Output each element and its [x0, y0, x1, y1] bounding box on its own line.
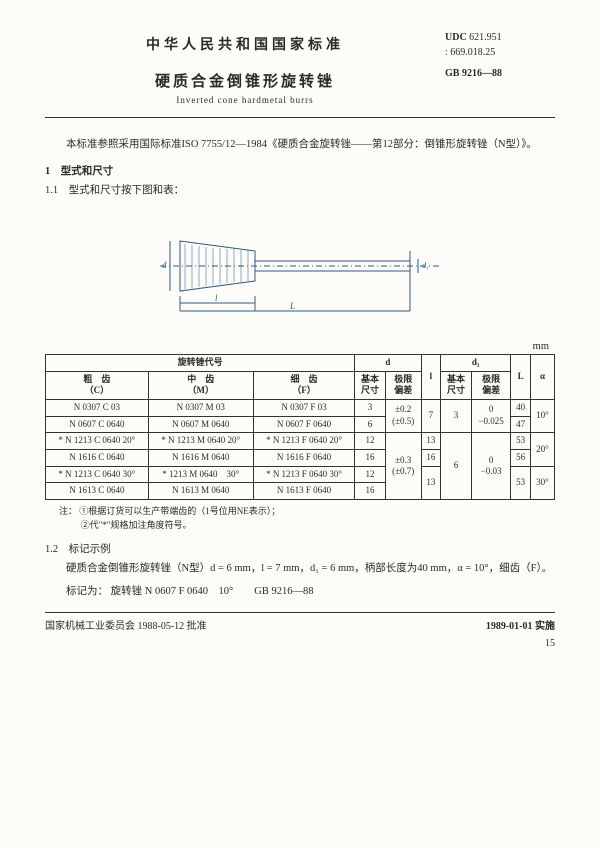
- cell: 3: [441, 399, 472, 432]
- table-header-row-2: 粗 齿 （C） 中 齿 （M） 细 齿 （F） 基本 尺寸 极限 偏差 基本 尺…: [46, 371, 555, 399]
- svg-text:l: l: [215, 293, 218, 303]
- table-row: N 0307 C 03 N 0307 M 03 N 0307 F 03 3 ±0…: [46, 399, 555, 416]
- header-row: 中华人民共和国国家标准 UDC 621.951 : 669.018.25: [45, 30, 555, 60]
- cell: 6: [441, 433, 472, 500]
- cell: 13: [421, 433, 441, 450]
- cell: * N 1213 F 0640 30°: [253, 466, 354, 483]
- cell: * 1213 M 0640 30°: [148, 466, 253, 483]
- section-1-2: 1.2 标记示例: [45, 541, 555, 556]
- cell: 0 −0.03: [471, 433, 511, 500]
- cell: N 0607 M 0640: [148, 416, 253, 433]
- cell: 30°: [530, 466, 554, 499]
- cell: 40: [511, 399, 531, 416]
- cell: 10°: [530, 399, 554, 432]
- cell: 7: [421, 399, 441, 432]
- cell: N 0307 F 03: [253, 399, 354, 416]
- page-number: 15: [45, 638, 555, 649]
- gb-code-block: GB 9216—88: [445, 60, 555, 81]
- cell: N 0607 F 0640: [253, 416, 354, 433]
- udc-label: UDC: [445, 32, 467, 43]
- doc-title-cn: 硬质合金倒锥形旋转锉: [45, 70, 445, 91]
- footer-divider: [45, 612, 555, 613]
- cell: 6: [355, 416, 386, 433]
- col-L: L: [511, 354, 531, 399]
- intro-paragraph: 本标准参照采用国际标准ISO 7755/12—1984《硬质合金旋转锉——第12…: [45, 136, 555, 155]
- dimension-table: 旋转锉代号 d l d₁ L α 粗 齿 （C） 中 齿 （M） 细 齿 （F）…: [45, 354, 555, 500]
- gb-code: GB 9216—88: [445, 66, 555, 81]
- col-l: l: [421, 354, 441, 399]
- cell: 3: [355, 399, 386, 416]
- example2-text: 旋转锉 N 0607 F 0640 10° GB 9216—88: [111, 586, 314, 597]
- cell: N 0607 C 0640: [46, 416, 149, 433]
- page-container: 中华人民共和国国家标准 UDC 621.951 : 669.018.25 硬质合…: [0, 0, 600, 848]
- cell: 12: [355, 433, 386, 450]
- cell: 16: [355, 483, 386, 500]
- col-d-basic: 基本 尺寸: [355, 371, 386, 399]
- footer-right: 1989-01-01 实施: [486, 617, 555, 632]
- footer-row: 国家机械工业委员会 1988-05-12 批准 1989-01-01 实施: [45, 617, 555, 632]
- doc-title-en: Inverted cone hardmetal burrs: [45, 95, 445, 105]
- title-block: 硬质合金倒锥形旋转锉 Inverted cone hardmetal burrs: [45, 60, 445, 111]
- col-m: 中 齿 （M）: [148, 371, 253, 399]
- cell: N 1613 M 0640: [148, 483, 253, 500]
- col-d1: d₁: [441, 354, 511, 371]
- cell: 53: [511, 466, 531, 499]
- cell: * N 1213 C 0640 30°: [46, 466, 149, 483]
- cell: ±0.2 (±0.5): [385, 399, 421, 432]
- svg-text:d: d: [162, 260, 167, 270]
- example-paragraph-1: 硬质合金倒锥形旋转锉（N型）d = 6 mm，l = 7 mm，d₁ = 6 m…: [45, 560, 555, 579]
- title-row: 硬质合金倒锥形旋转锉 Inverted cone hardmetal burrs…: [45, 60, 555, 111]
- cell: 12: [355, 466, 386, 483]
- example-paragraph-2: 标记为： 旋转锉 N 0607 F 0640 10° GB 9216—88: [45, 583, 555, 602]
- cell: 0 −0.025: [471, 399, 511, 432]
- footer-left: 国家机械工业委员会 1988-05-12 批准: [45, 617, 207, 632]
- col-d1-basic: 基本 尺寸: [441, 371, 472, 399]
- cell: 16: [355, 450, 386, 467]
- note-1: ①根据订货可以生产带端齿的（1号位用NE表示）；: [79, 506, 280, 516]
- cell: * N 1213 M 0640 20°: [148, 433, 253, 450]
- notes-label: 注：: [59, 506, 77, 516]
- cell: 53: [511, 433, 531, 450]
- technical-figure: l L d d₁: [45, 211, 555, 321]
- table-notes: 注： ①根据订货可以生产带端齿的（1号位用NE表示）； ②代"*"规格加注角度符…: [59, 504, 555, 533]
- header-left: 中华人民共和国国家标准: [45, 30, 445, 58]
- cell: 56: [511, 450, 531, 467]
- burr-diagram: l L d d₁: [150, 211, 450, 321]
- section-1-1: 1.1 型式和尺寸按下图和表：: [45, 182, 555, 197]
- country-standard-title: 中华人民共和国国家标准: [45, 34, 445, 54]
- cell: 20°: [530, 433, 554, 466]
- cell: * N 1213 F 0640 20°: [253, 433, 354, 450]
- cell: N 1613 F 0640: [253, 483, 354, 500]
- cell: 13: [421, 466, 441, 499]
- cell: 47: [511, 416, 531, 433]
- cell: * N 1213 C 0640 20°: [46, 433, 149, 450]
- cell: N 0307 C 03: [46, 399, 149, 416]
- col-d-tol: 极限 偏差: [385, 371, 421, 399]
- cell: ±0.3 (±0.7): [385, 433, 421, 500]
- col-c: 粗 齿 （C）: [46, 371, 149, 399]
- cell: N 1616 F 0640: [253, 450, 354, 467]
- svg-text:L: L: [289, 301, 295, 311]
- cell: N 1613 C 0640: [46, 483, 149, 500]
- section-1-heading: 1 型式和尺寸: [45, 163, 555, 178]
- col-a: α: [530, 354, 554, 399]
- udc-line: UDC 621.951 : 669.018.25: [445, 30, 555, 60]
- unit-label: mm: [45, 341, 555, 352]
- col-d1-tol: 极限 偏差: [471, 371, 511, 399]
- cell: N 0307 M 03: [148, 399, 253, 416]
- divider-top: [45, 117, 555, 118]
- svg-text:d₁: d₁: [422, 261, 429, 270]
- note-2: ②代"*"规格加注角度符号。: [81, 518, 192, 532]
- cell: 16: [421, 450, 441, 467]
- col-d: d: [355, 354, 421, 371]
- col-f: 细 齿 （F）: [253, 371, 354, 399]
- cell: N 1616 M 0640: [148, 450, 253, 467]
- example2-label: 标记为：: [66, 586, 108, 597]
- col-code: 旋转锉代号: [46, 354, 355, 371]
- cell: N 1616 C 0640: [46, 450, 149, 467]
- table-row: * N 1213 C 0640 20° * N 1213 M 0640 20° …: [46, 433, 555, 450]
- table-header-row-1: 旋转锉代号 d l d₁ L α: [46, 354, 555, 371]
- header-codes: UDC 621.951 : 669.018.25: [445, 30, 555, 60]
